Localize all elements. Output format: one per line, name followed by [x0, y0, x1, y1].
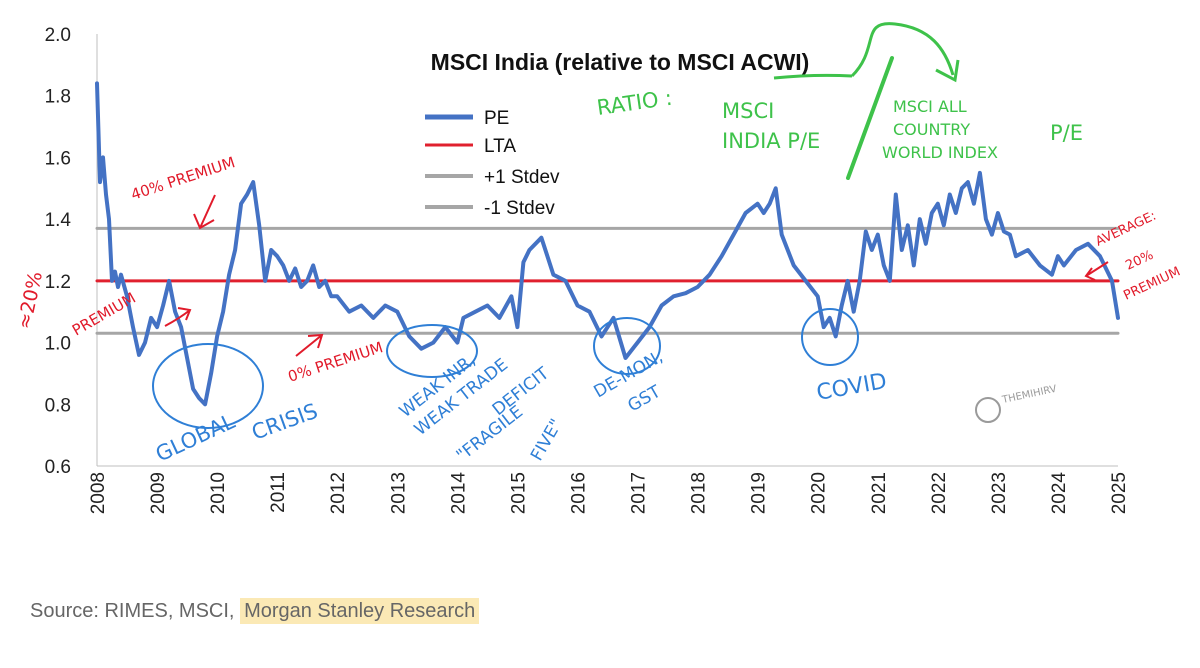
x-tick-label: 2016	[568, 472, 589, 514]
weak-inr-line-4: "FRAGILE	[453, 402, 527, 466]
x-tick-label: 2025	[1109, 472, 1130, 514]
covid-circle	[801, 308, 859, 366]
weak-inr-circle	[386, 324, 478, 378]
acwi-underline	[773, 73, 853, 80]
ratio-denominator-line-3: WORLD INDEX	[882, 143, 998, 162]
premium-annotations: 40% PREMIUM ≈20% PREMIUM 0% PREMIUM AVER…	[13, 153, 1182, 386]
watermark-logo-icon	[975, 397, 1001, 423]
y-tick-label: 2.0	[45, 25, 71, 46]
average-arrow	[1084, 261, 1109, 281]
average-line-2: 20%	[1123, 248, 1156, 274]
y-tick-label: 1.8	[45, 87, 71, 108]
x-tick-label: 2024	[1049, 472, 1070, 515]
y-tick-label: 1.2	[45, 272, 71, 293]
watermark-text: THEMIHIRV	[1000, 384, 1057, 406]
demon-circle	[593, 317, 661, 375]
premium-40-label: 40% PREMIUM	[129, 153, 238, 204]
x-tick-label: 2011	[268, 472, 289, 513]
demon-line-2: GST	[625, 382, 665, 417]
global-crisis-line-2: CRISIS	[249, 399, 321, 445]
x-tick-label: 2018	[689, 472, 710, 514]
ratio-numerator-line-2: INDIA P/E	[722, 129, 820, 153]
x-tick-label: 2008	[88, 472, 109, 514]
legend-label-plus-stdev: +1 Stdev	[484, 167, 560, 188]
x-tick-label: 2022	[929, 472, 950, 514]
legend-label-lta: LTA	[484, 136, 516, 157]
x-tick-label: 2017	[629, 472, 650, 514]
x-tick-label: 2020	[809, 472, 830, 514]
ratio-label: RATIO :	[595, 86, 673, 120]
chart: 2.0 1.8 1.6 1.4 1.2 1.0 0.8 0.6 2008 2009 2010 201…	[13, 22, 1183, 515]
source-line: Source: RIMES, MSCI, Morgan Stanley Rese…	[30, 598, 480, 624]
premium-0-label: 0% PREMIUM	[286, 338, 386, 386]
x-tick-label: 2014	[448, 472, 469, 515]
global-crisis-line-1: GLOBAL	[152, 409, 239, 466]
x-tick-label: 2023	[989, 472, 1010, 514]
x-tick-label: 2010	[208, 472, 229, 514]
legend-label-minus-stdev: -1 Stdev	[484, 198, 555, 219]
source-highlight: Morgan Stanley Research	[240, 598, 480, 624]
ratio-divider-stroke	[846, 56, 894, 180]
ratio-pe-label: P/E	[1050, 121, 1083, 145]
premium-20-arrow	[164, 307, 192, 327]
global-crisis-circle	[152, 343, 264, 429]
y-tick-label: 0.8	[45, 395, 71, 416]
premium-0-arrow	[295, 333, 324, 357]
source-prefix: Source: RIMES, MSCI,	[30, 600, 241, 622]
x-tick-label: 2015	[508, 472, 529, 514]
y-tick-label: 1.6	[45, 148, 71, 169]
chart-title: MSCI India (relative to MSCI ACWI)	[431, 49, 810, 75]
covid-label: COVID	[815, 369, 889, 406]
x-tick-label: 2021	[869, 472, 890, 514]
x-tick-label: 2019	[749, 472, 770, 514]
x-tick-label: 2012	[328, 472, 349, 514]
weak-inr-line-5: FIVE"	[527, 416, 567, 465]
acwi-arrow	[850, 22, 955, 78]
x-tick-label: 2013	[388, 472, 409, 514]
y-tick-label: 1.4	[45, 210, 72, 231]
ratio-annotation: RATIO : MSCI INDIA P/E MSCI ALL COUNTRY …	[595, 22, 1083, 180]
watermark: THEMIHIRV	[975, 384, 1058, 423]
legend: PE LTA +1 Stdev -1 Stdev	[425, 108, 560, 219]
premium-20-pct-label: ≈20%	[13, 270, 47, 331]
y-tick-label: 1.0	[45, 334, 71, 355]
ratio-numerator-line-1: MSCI	[722, 99, 774, 123]
series-line-pe	[95, 81, 1120, 407]
x-tick-label: 2009	[148, 472, 169, 514]
y-tick-label: 0.6	[45, 457, 71, 478]
legend-label-pe: PE	[484, 108, 509, 129]
premium-40-arrow	[193, 194, 216, 230]
acwi-arrowhead	[935, 59, 960, 83]
ratio-denominator-line-1: MSCI ALL	[893, 97, 967, 116]
ratio-denominator-line-2: COUNTRY	[893, 120, 970, 139]
